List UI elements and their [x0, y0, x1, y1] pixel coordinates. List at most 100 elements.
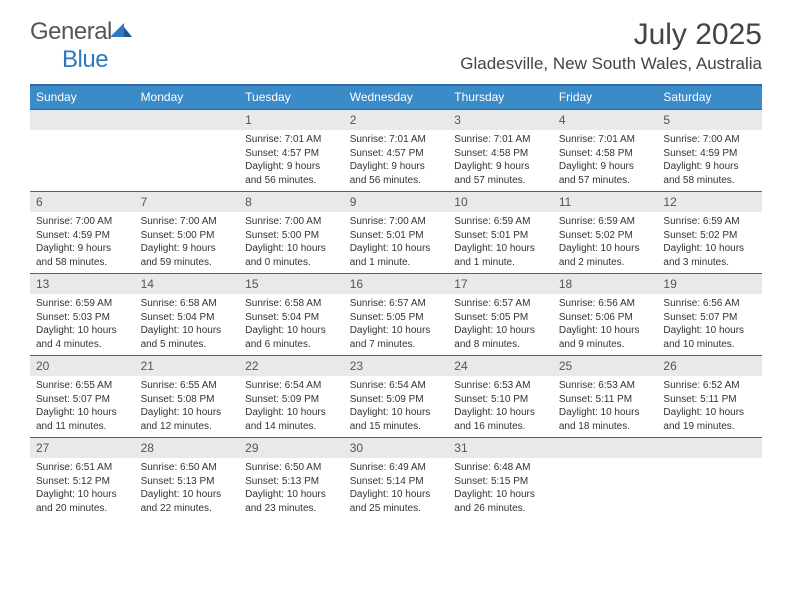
weekday-header: Friday: [553, 86, 658, 109]
day-cell: 23Sunrise: 6:54 AMSunset: 5:09 PMDayligh…: [344, 356, 449, 437]
day-cell: 21Sunrise: 6:55 AMSunset: 5:08 PMDayligh…: [135, 356, 240, 437]
day-body: Sunrise: 6:49 AMSunset: 5:14 PMDaylight:…: [344, 458, 449, 519]
day-cell: 26Sunrise: 6:52 AMSunset: 5:11 PMDayligh…: [657, 356, 762, 437]
day-cell: 1Sunrise: 7:01 AMSunset: 4:57 PMDaylight…: [239, 110, 344, 191]
day-number: 18: [553, 274, 658, 294]
day-body: Sunrise: 7:00 AMSunset: 5:00 PMDaylight:…: [135, 212, 240, 273]
day-cell: 11Sunrise: 6:59 AMSunset: 5:02 PMDayligh…: [553, 192, 658, 273]
empty-day-number: [30, 110, 135, 130]
weekday-header: Sunday: [30, 86, 135, 109]
day-cell: 6Sunrise: 7:00 AMSunset: 4:59 PMDaylight…: [30, 192, 135, 273]
day-cell: 28Sunrise: 6:50 AMSunset: 5:13 PMDayligh…: [135, 438, 240, 519]
day-number: 17: [448, 274, 553, 294]
day-number: 14: [135, 274, 240, 294]
day-body: Sunrise: 6:59 AMSunset: 5:03 PMDaylight:…: [30, 294, 135, 355]
day-body: Sunrise: 7:01 AMSunset: 4:57 PMDaylight:…: [239, 130, 344, 191]
day-body: Sunrise: 6:52 AMSunset: 5:11 PMDaylight:…: [657, 376, 762, 437]
empty-cell: [657, 438, 762, 519]
day-body: Sunrise: 6:54 AMSunset: 5:09 PMDaylight:…: [239, 376, 344, 437]
day-body: Sunrise: 7:00 AMSunset: 4:59 PMDaylight:…: [657, 130, 762, 191]
empty-cell: [135, 110, 240, 191]
day-cell: 12Sunrise: 6:59 AMSunset: 5:02 PMDayligh…: [657, 192, 762, 273]
weeks-container: 1Sunrise: 7:01 AMSunset: 4:57 PMDaylight…: [30, 109, 762, 519]
day-cell: 9Sunrise: 7:00 AMSunset: 5:01 PMDaylight…: [344, 192, 449, 273]
day-number: 7: [135, 192, 240, 212]
day-body: Sunrise: 6:59 AMSunset: 5:02 PMDaylight:…: [657, 212, 762, 273]
empty-cell: [30, 110, 135, 191]
day-body: Sunrise: 6:59 AMSunset: 5:01 PMDaylight:…: [448, 212, 553, 273]
day-number: 29: [239, 438, 344, 458]
day-cell: 20Sunrise: 6:55 AMSunset: 5:07 PMDayligh…: [30, 356, 135, 437]
day-body: Sunrise: 6:55 AMSunset: 5:08 PMDaylight:…: [135, 376, 240, 437]
day-cell: 29Sunrise: 6:50 AMSunset: 5:13 PMDayligh…: [239, 438, 344, 519]
day-body: Sunrise: 7:00 AMSunset: 5:00 PMDaylight:…: [239, 212, 344, 273]
day-number: 30: [344, 438, 449, 458]
day-number: 25: [553, 356, 658, 376]
logo-text: General Blue: [30, 18, 132, 74]
day-body: Sunrise: 6:56 AMSunset: 5:07 PMDaylight:…: [657, 294, 762, 355]
day-number: 15: [239, 274, 344, 294]
day-number: 27: [30, 438, 135, 458]
day-number: 5: [657, 110, 762, 130]
day-body: Sunrise: 6:57 AMSunset: 5:05 PMDaylight:…: [448, 294, 553, 355]
day-body: Sunrise: 6:57 AMSunset: 5:05 PMDaylight:…: [344, 294, 449, 355]
logo: General Blue: [30, 18, 132, 74]
day-body: Sunrise: 6:48 AMSunset: 5:15 PMDaylight:…: [448, 458, 553, 519]
day-number: 9: [344, 192, 449, 212]
weekday-header: Saturday: [657, 86, 762, 109]
day-body: Sunrise: 6:51 AMSunset: 5:12 PMDaylight:…: [30, 458, 135, 519]
weekday-header: Tuesday: [239, 86, 344, 109]
week-row: 20Sunrise: 6:55 AMSunset: 5:07 PMDayligh…: [30, 355, 762, 437]
day-cell: 8Sunrise: 7:00 AMSunset: 5:00 PMDaylight…: [239, 192, 344, 273]
day-number: 12: [657, 192, 762, 212]
day-cell: 2Sunrise: 7:01 AMSunset: 4:57 PMDaylight…: [344, 110, 449, 191]
week-row: 6Sunrise: 7:00 AMSunset: 4:59 PMDaylight…: [30, 191, 762, 273]
empty-cell: [553, 438, 658, 519]
day-cell: 24Sunrise: 6:53 AMSunset: 5:10 PMDayligh…: [448, 356, 553, 437]
header: General Blue July 2025 Gladesville, New …: [0, 0, 792, 78]
day-body: Sunrise: 6:58 AMSunset: 5:04 PMDaylight:…: [239, 294, 344, 355]
day-body: Sunrise: 7:01 AMSunset: 4:58 PMDaylight:…: [553, 130, 658, 191]
weekday-header: Wednesday: [344, 86, 449, 109]
day-number: 26: [657, 356, 762, 376]
weekday-header: Monday: [135, 86, 240, 109]
day-body: Sunrise: 6:59 AMSunset: 5:02 PMDaylight:…: [553, 212, 658, 273]
day-number: 3: [448, 110, 553, 130]
day-body: Sunrise: 6:53 AMSunset: 5:11 PMDaylight:…: [553, 376, 658, 437]
day-cell: 13Sunrise: 6:59 AMSunset: 5:03 PMDayligh…: [30, 274, 135, 355]
day-cell: 30Sunrise: 6:49 AMSunset: 5:14 PMDayligh…: [344, 438, 449, 519]
logo-word1: General: [30, 18, 112, 45]
day-body: Sunrise: 7:01 AMSunset: 4:57 PMDaylight:…: [344, 130, 449, 191]
weekday-header: Thursday: [448, 86, 553, 109]
day-number: 13: [30, 274, 135, 294]
day-cell: 5Sunrise: 7:00 AMSunset: 4:59 PMDaylight…: [657, 110, 762, 191]
day-body: Sunrise: 6:54 AMSunset: 5:09 PMDaylight:…: [344, 376, 449, 437]
day-number: 19: [657, 274, 762, 294]
day-number: 31: [448, 438, 553, 458]
day-number: 20: [30, 356, 135, 376]
day-number: 2: [344, 110, 449, 130]
day-number: 11: [553, 192, 658, 212]
day-cell: 3Sunrise: 7:01 AMSunset: 4:58 PMDaylight…: [448, 110, 553, 191]
day-cell: 10Sunrise: 6:59 AMSunset: 5:01 PMDayligh…: [448, 192, 553, 273]
day-number: 24: [448, 356, 553, 376]
title-block: July 2025 Gladesville, New South Wales, …: [460, 18, 762, 74]
day-cell: 14Sunrise: 6:58 AMSunset: 5:04 PMDayligh…: [135, 274, 240, 355]
location-text: Gladesville, New South Wales, Australia: [460, 54, 762, 74]
day-cell: 31Sunrise: 6:48 AMSunset: 5:15 PMDayligh…: [448, 438, 553, 519]
week-row: 1Sunrise: 7:01 AMSunset: 4:57 PMDaylight…: [30, 109, 762, 191]
day-body: Sunrise: 6:50 AMSunset: 5:13 PMDaylight:…: [239, 458, 344, 519]
day-body: Sunrise: 7:00 AMSunset: 5:01 PMDaylight:…: [344, 212, 449, 273]
day-body: Sunrise: 6:58 AMSunset: 5:04 PMDaylight:…: [135, 294, 240, 355]
day-cell: 22Sunrise: 6:54 AMSunset: 5:09 PMDayligh…: [239, 356, 344, 437]
day-body: Sunrise: 6:53 AMSunset: 5:10 PMDaylight:…: [448, 376, 553, 437]
day-cell: 7Sunrise: 7:00 AMSunset: 5:00 PMDaylight…: [135, 192, 240, 273]
empty-day-number: [135, 110, 240, 130]
logo-word2: Blue: [30, 46, 108, 74]
day-number: 21: [135, 356, 240, 376]
empty-day-number: [553, 438, 658, 458]
logo-triangle-icon: [110, 21, 132, 39]
day-number: 1: [239, 110, 344, 130]
day-body: Sunrise: 7:00 AMSunset: 4:59 PMDaylight:…: [30, 212, 135, 273]
week-row: 13Sunrise: 6:59 AMSunset: 5:03 PMDayligh…: [30, 273, 762, 355]
